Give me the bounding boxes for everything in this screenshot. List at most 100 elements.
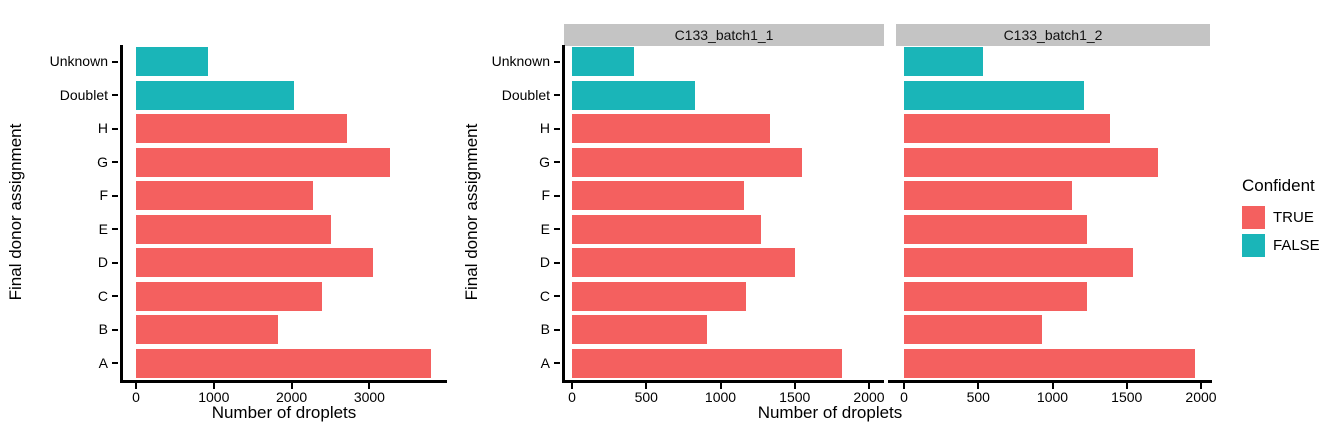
y-tick-label-A: A	[98, 354, 108, 371]
y-tick-mark	[112, 295, 118, 298]
x-tick-label: 500	[634, 389, 658, 405]
legend-item-false: FALSE	[1242, 234, 1320, 257]
y-tick-label-G: G	[539, 153, 550, 170]
y-tick-label-D: D	[97, 254, 108, 271]
y-tick-mark	[554, 328, 560, 331]
bar-B	[136, 315, 279, 345]
x-tick-mark	[645, 382, 648, 389]
bar-C	[904, 281, 1087, 311]
x-tick-mark	[719, 382, 722, 389]
bar-F	[572, 181, 745, 211]
bar-H	[904, 114, 1111, 144]
bar-A	[904, 348, 1196, 378]
bar-D	[572, 248, 795, 278]
x-tick-label: 2000	[276, 389, 308, 405]
y-tick-mark	[554, 261, 560, 264]
bar-A	[136, 348, 431, 378]
y-tick-mark	[112, 161, 118, 164]
y-tick-mark	[112, 328, 118, 331]
facet-strip-1: C133_batch1_1	[564, 24, 884, 46]
x-tick-mark	[368, 382, 371, 389]
y-tick-label-F: F	[541, 187, 550, 204]
legend-label-true: TRUE	[1273, 209, 1314, 226]
bar-G	[136, 147, 390, 177]
bar-E	[904, 214, 1087, 244]
y-tick-label-H: H	[97, 120, 108, 137]
y-tick-label-C: C	[539, 287, 550, 304]
y-tick-mark	[112, 194, 118, 197]
bar-G	[904, 147, 1158, 177]
x-tick-mark	[793, 382, 796, 389]
legend-swatch-true-icon	[1242, 206, 1265, 229]
legend: Confident TRUE FALSE	[1242, 176, 1320, 262]
legend-title: Confident	[1242, 176, 1315, 195]
bar-C	[572, 281, 746, 311]
bar-H	[136, 114, 347, 144]
bar-Doublet	[572, 80, 696, 110]
x-tick-label: 2000	[1185, 389, 1217, 405]
x-tick-label: 2000	[853, 389, 885, 405]
y-tick-label-E: E	[98, 220, 108, 237]
x-axis-title: Number of droplets	[211, 403, 357, 422]
y-tick-label-A: A	[540, 354, 550, 371]
y-tick-label-B: B	[540, 321, 550, 338]
x-tick-label: 1000	[198, 389, 230, 405]
x-tick-mark	[212, 382, 215, 389]
y-tick-mark	[112, 261, 118, 264]
y-tick-mark	[554, 60, 560, 63]
y-axis-title: Final donor assignment	[462, 123, 481, 301]
x-tick-mark	[1200, 382, 1202, 389]
x-tick-label: 3000	[353, 389, 385, 405]
x-tick-label: 1500	[1111, 389, 1143, 405]
facet-strip-2: C133_batch1_2	[896, 24, 1210, 46]
y-axis-line	[120, 45, 123, 382]
y-tick-label-E: E	[540, 220, 550, 237]
y-axis-line	[562, 45, 565, 382]
y-tick-label-F: F	[99, 187, 108, 204]
y-tick-label-B: B	[98, 321, 108, 338]
y-tick-mark	[554, 94, 560, 97]
bar-B	[572, 315, 708, 345]
x-tick-label: 1500	[779, 389, 811, 405]
y-tick-mark	[554, 362, 560, 365]
x-tick-mark	[1125, 382, 1128, 389]
y-tick-label-Doublet: Doublet	[59, 86, 108, 103]
x-axis-line	[562, 380, 884, 383]
x-tick-mark	[868, 382, 870, 389]
bar-Doublet	[136, 80, 294, 110]
x-tick-mark	[1051, 382, 1054, 389]
x-tick-mark	[903, 382, 905, 389]
bar-E	[136, 214, 331, 244]
x-tick-label: 0	[132, 389, 140, 405]
x-tick-label: 0	[568, 389, 576, 405]
y-axis-title: Final donor assignment	[6, 123, 25, 301]
y-tick-mark	[112, 94, 118, 97]
x-tick-mark	[135, 382, 137, 389]
x-axis-title: Number of droplets	[757, 403, 903, 422]
x-axis-line	[120, 380, 447, 383]
y-tick-label-D: D	[539, 254, 550, 271]
y-tick-mark	[112, 127, 118, 130]
legend-swatch-false-icon	[1242, 234, 1265, 257]
y-tick-mark	[112, 228, 118, 231]
legend-item-true: TRUE	[1242, 206, 1320, 229]
y-tick-label-H: H	[539, 120, 550, 137]
x-tick-label: 1000	[704, 389, 737, 405]
x-tick-label: 500	[966, 389, 990, 405]
bar-H	[572, 114, 770, 144]
y-tick-mark	[554, 161, 560, 164]
x-tick-label: 1000	[1036, 389, 1069, 405]
y-tick-label-Unknown: Unknown	[491, 53, 550, 70]
bar-E	[572, 214, 761, 244]
y-tick-mark	[112, 60, 118, 63]
bar-F	[904, 181, 1072, 211]
y-tick-mark	[554, 194, 560, 197]
y-tick-mark	[112, 362, 118, 365]
bar-F	[136, 181, 314, 211]
y-tick-mark	[554, 295, 560, 298]
y-tick-mark	[554, 127, 560, 130]
x-tick-mark	[290, 382, 293, 389]
x-tick-mark	[571, 382, 573, 389]
bar-Unknown	[136, 47, 208, 77]
bar-B	[904, 315, 1043, 345]
